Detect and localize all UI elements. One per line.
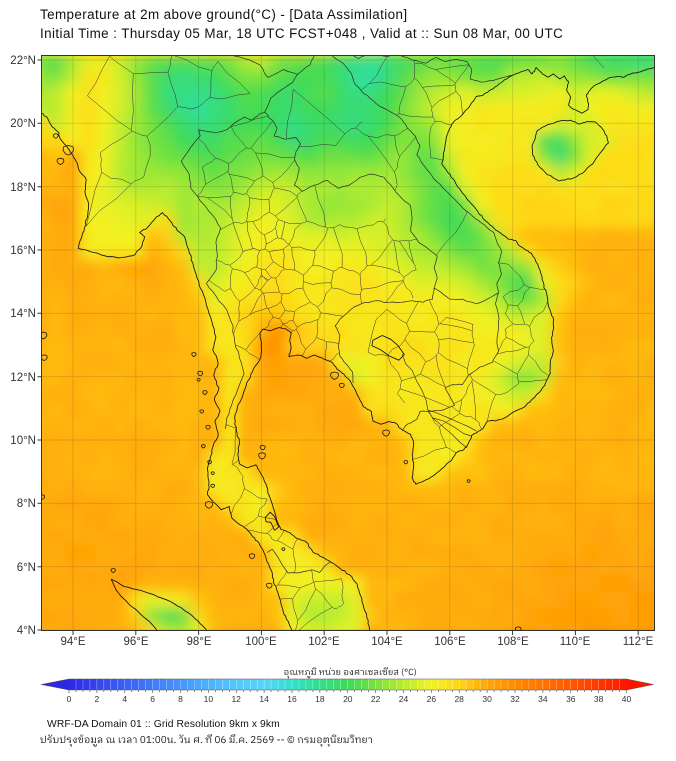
svg-text:22: 22 (371, 694, 381, 704)
svg-text:34: 34 (538, 694, 548, 704)
svg-text:38: 38 (594, 694, 604, 704)
svg-text:0: 0 (67, 694, 72, 704)
svg-text:Temperature at 2m above ground: Temperature at 2m above ground(°C) - [Da… (40, 7, 408, 22)
svg-text:8: 8 (178, 694, 183, 704)
svg-text:16°N: 16°N (10, 245, 36, 257)
svg-text:12: 12 (231, 694, 241, 704)
svg-text:4: 4 (122, 694, 127, 704)
svg-text:36: 36 (566, 694, 576, 704)
svg-text:8°N: 8°N (17, 498, 36, 510)
svg-text:108°E: 108°E (497, 636, 529, 648)
svg-text:18°N: 18°N (10, 182, 36, 194)
svg-text:94°E: 94°E (60, 636, 85, 648)
svg-text:4°N: 4°N (17, 625, 36, 637)
svg-text:100°E: 100°E (245, 636, 277, 648)
svg-text:14: 14 (259, 694, 269, 704)
svg-text:30: 30 (482, 694, 492, 704)
svg-text:106°E: 106°E (434, 636, 466, 648)
svg-text:12°N: 12°N (10, 372, 36, 384)
svg-text:26: 26 (427, 694, 437, 704)
svg-text:110°E: 110°E (560, 636, 591, 648)
svg-text:20°N: 20°N (10, 118, 36, 130)
svg-text:40: 40 (622, 694, 632, 704)
svg-text:112°E: 112°E (623, 636, 654, 648)
svg-text:22°N: 22°N (10, 55, 36, 67)
svg-text:6°N: 6°N (17, 562, 36, 574)
svg-text:10°N: 10°N (10, 435, 36, 447)
svg-text:24: 24 (399, 694, 409, 704)
svg-text:Initial Time : Thursday 05 Mar: Initial Time : Thursday 05 Mar, 18 UTC F… (40, 26, 563, 41)
svg-text:28: 28 (454, 694, 464, 704)
svg-text:32: 32 (510, 694, 520, 704)
svg-text:6: 6 (150, 694, 155, 704)
svg-text:98°E: 98°E (186, 636, 211, 648)
svg-text:20: 20 (343, 694, 353, 704)
svg-text:96°E: 96°E (123, 636, 148, 648)
svg-text:18: 18 (315, 694, 325, 704)
svg-text:2: 2 (95, 694, 100, 704)
svg-text:16: 16 (287, 694, 297, 704)
svg-text:10: 10 (204, 694, 214, 704)
svg-text:104°E: 104°E (371, 636, 403, 648)
svg-text:WRF-DA Domain 01 :: Grid Resol: WRF-DA Domain 01 :: Grid Resolution 9km … (47, 719, 280, 730)
svg-text:14°N: 14°N (10, 308, 36, 320)
svg-text:102°E: 102°E (308, 636, 340, 648)
